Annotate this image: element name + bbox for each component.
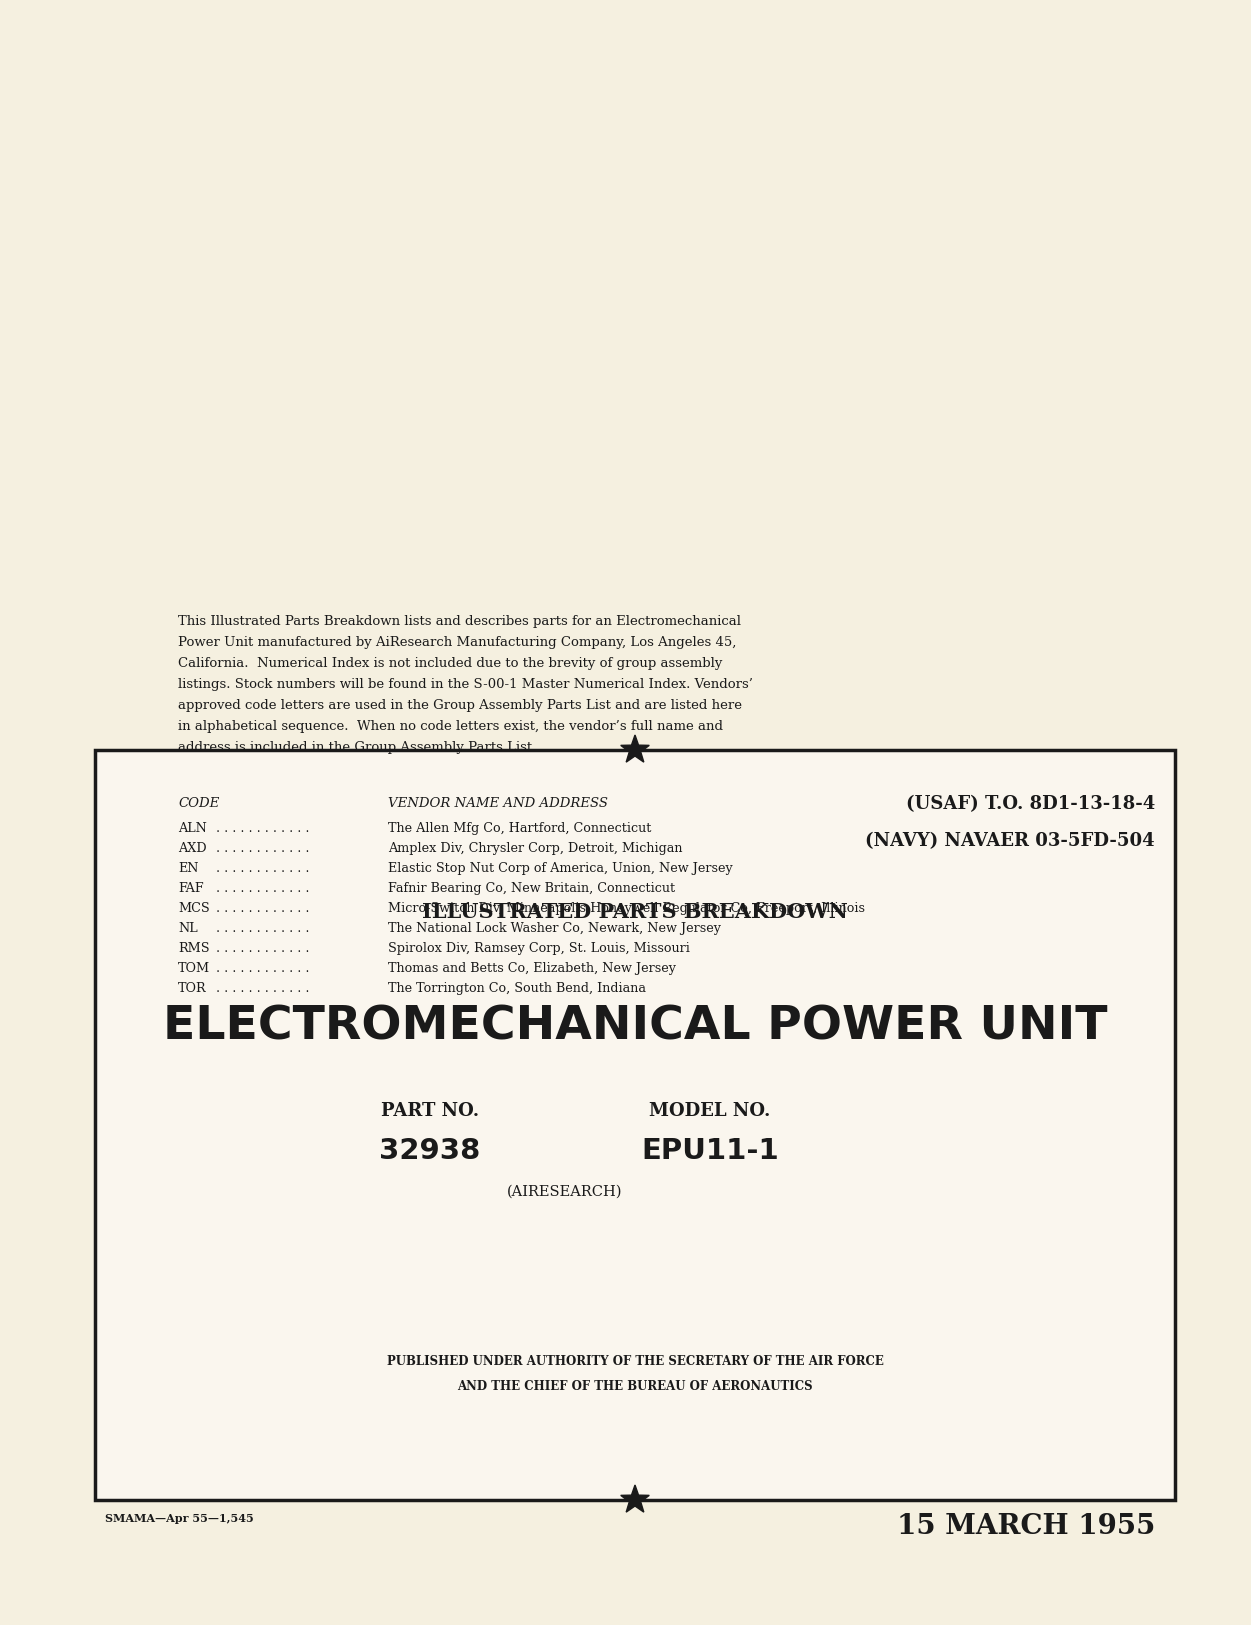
Text: . . . . . . . . . . . .: . . . . . . . . . . . . (216, 982, 309, 994)
Text: Amplex Div, Chrysler Corp, Detroit, Michigan: Amplex Div, Chrysler Corp, Detroit, Mich… (388, 842, 683, 855)
Text: 32938: 32938 (379, 1138, 480, 1165)
Text: EPU11-1: EPU11-1 (641, 1138, 779, 1165)
Text: Fafnir Bearing Co, New Britain, Connecticut: Fafnir Bearing Co, New Britain, Connecti… (388, 882, 676, 895)
Polygon shape (620, 1485, 649, 1513)
Text: . . . . . . . . . . . .: . . . . . . . . . . . . (216, 921, 309, 934)
Text: The Allen Mfg Co, Hartford, Connecticut: The Allen Mfg Co, Hartford, Connecticut (388, 822, 652, 835)
Text: Thomas and Betts Co, Elizabeth, New Jersey: Thomas and Betts Co, Elizabeth, New Jers… (388, 962, 676, 975)
Text: MCS: MCS (178, 902, 210, 915)
Text: listings. Stock numbers will be found in the S-00-1 Master Numerical Index. Vend: listings. Stock numbers will be found in… (178, 678, 753, 691)
Text: ALN: ALN (178, 822, 206, 835)
Text: PUBLISHED UNDER AUTHORITY OF THE SECRETARY OF THE AIR FORCE: PUBLISHED UNDER AUTHORITY OF THE SECRETA… (387, 1355, 883, 1368)
Text: (AIRESEARCH): (AIRESEARCH) (507, 1185, 623, 1199)
Text: . . . . . . . . . . . .: . . . . . . . . . . . . (216, 882, 309, 895)
Text: 15 MARCH 1955: 15 MARCH 1955 (897, 1513, 1155, 1540)
Text: . . . . . . . . . . . .: . . . . . . . . . . . . (216, 861, 309, 874)
Text: RMS: RMS (178, 942, 209, 955)
Text: . . . . . . . . . . . .: . . . . . . . . . . . . (216, 842, 309, 855)
Text: ELECTROMECHANICAL POWER UNIT: ELECTROMECHANICAL POWER UNIT (163, 1004, 1107, 1050)
Text: This Illustrated Parts Breakdown lists and describes parts for an Electromechani: This Illustrated Parts Breakdown lists a… (178, 614, 741, 627)
Text: California.  Numerical Index is not included due to the brevity of group assembl: California. Numerical Index is not inclu… (178, 656, 722, 669)
Text: (NAVY) NAVAER 03-5FD-504: (NAVY) NAVAER 03-5FD-504 (866, 832, 1155, 850)
Text: EN: EN (178, 861, 199, 874)
Text: FAF: FAF (178, 882, 204, 895)
Text: The Torrington Co, South Bend, Indiana: The Torrington Co, South Bend, Indiana (388, 982, 646, 994)
Text: address is included in the Group Assembly Parts List.: address is included in the Group Assembl… (178, 741, 537, 754)
Text: AND THE CHIEF OF THE BUREAU OF AERONAUTICS: AND THE CHIEF OF THE BUREAU OF AERONAUTI… (457, 1380, 813, 1393)
Text: PART NO.: PART NO. (382, 1102, 479, 1120)
Text: SMAMA—Apr 55—1,545: SMAMA—Apr 55—1,545 (105, 1513, 254, 1524)
Text: . . . . . . . . . . . .: . . . . . . . . . . . . (216, 902, 309, 915)
Text: Spirolox Div, Ramsey Corp, St. Louis, Missouri: Spirolox Div, Ramsey Corp, St. Louis, Mi… (388, 942, 689, 955)
Text: TOM: TOM (178, 962, 210, 975)
Text: Micro-Switch Div, Minneapolis-Honeywell Regulator Co, Freeport, Illinois: Micro-Switch Div, Minneapolis-Honeywell … (388, 902, 864, 915)
Text: (USAF) T.O. 8D1-13-18-4: (USAF) T.O. 8D1-13-18-4 (906, 795, 1155, 812)
Text: CODE: CODE (178, 796, 219, 809)
Text: in alphabetical sequence.  When no code letters exist, the vendor’s full name an: in alphabetical sequence. When no code l… (178, 720, 723, 733)
Text: MODEL NO.: MODEL NO. (649, 1102, 771, 1120)
Polygon shape (620, 734, 649, 762)
Text: AXD: AXD (178, 842, 206, 855)
Text: The National Lock Washer Co, Newark, New Jersey: The National Lock Washer Co, Newark, New… (388, 921, 721, 934)
Text: TOR: TOR (178, 982, 206, 994)
Text: ILLUSTRATED PARTS BREAKDOWN: ILLUSTRATED PARTS BREAKDOWN (422, 902, 848, 921)
Text: . . . . . . . . . . . .: . . . . . . . . . . . . (216, 822, 309, 835)
Text: Elastic Stop Nut Corp of America, Union, New Jersey: Elastic Stop Nut Corp of America, Union,… (388, 861, 733, 874)
Text: . . . . . . . . . . . .: . . . . . . . . . . . . (216, 962, 309, 975)
Text: NL: NL (178, 921, 198, 934)
Text: . . . . . . . . . . . .: . . . . . . . . . . . . (216, 942, 309, 955)
Text: Power Unit manufactured by AiResearch Manufacturing Company, Los Angeles 45,: Power Unit manufactured by AiResearch Ma… (178, 635, 737, 648)
Bar (95, 751, 1175, 1500)
Text: approved code letters are used in the Group Assembly Parts List and are listed h: approved code letters are used in the Gr… (178, 699, 742, 712)
Text: VENDOR NAME AND ADDRESS: VENDOR NAME AND ADDRESS (388, 796, 608, 809)
